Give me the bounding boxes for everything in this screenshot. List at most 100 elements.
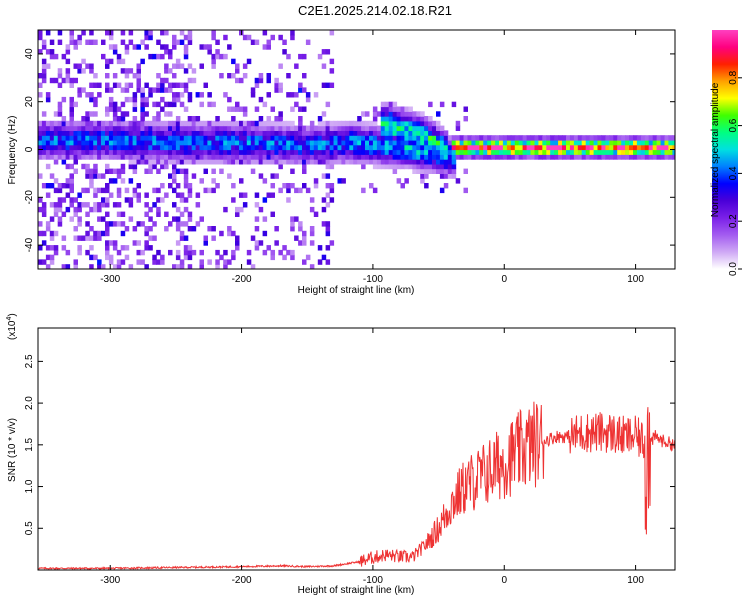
spectrogram-cell [400,111,405,117]
spectrogram-cell [183,254,189,261]
spectrogram-cell [215,135,220,141]
spectrogram-cell [447,159,453,165]
spectrogram-cell [136,63,141,69]
spectrogram-cell [211,168,216,174]
spectrogram-cell [140,249,145,256]
spectrogram-cell [369,120,374,127]
spectrogram-cell [120,135,126,141]
spectrogram-cell [278,154,283,160]
spectrogram-cell [258,139,264,146]
spectrogram-cell [361,125,366,131]
spectrogram-cell [463,154,468,160]
spectrogram-cell [554,135,559,141]
spectrogram-cell [262,125,268,131]
spectrogram-cell [128,216,134,222]
spectrogram-cell [148,206,153,213]
spectrogram-cell [85,130,90,136]
spectrogram-cell [404,135,409,141]
spectrogram-cell [172,202,177,208]
spectrogram-cell [132,139,138,146]
spectrogram-cell [278,34,283,41]
spectrogram-cell [664,149,669,155]
spectrogram-cell [128,82,134,88]
spectrogram-cell [298,144,303,151]
spectrogram-cell [183,82,189,88]
spectrogram-cell [309,226,315,232]
spectrogram-cell [57,73,63,79]
spectrogram-cell [69,139,74,146]
spectrogram-cell [290,216,295,222]
spectrogram-cell [81,130,86,136]
spectrogram-cell [558,144,563,151]
spectrogram-cell [546,135,551,141]
spectrogram-cell [231,125,236,131]
spectrogram-cell [183,53,189,60]
spectrogram-cell [144,154,149,160]
spectrogram-cell [89,264,94,269]
spectrogram-cell [227,226,232,232]
spectrogram-cell [144,264,149,269]
spectrogram-cell [124,68,130,74]
spectrogram-cell [112,101,118,108]
spectrogram-cell [573,135,579,141]
spectrogram-cell [179,192,185,198]
spectrogram-cell [116,173,122,179]
spectrogram-cell [664,144,669,151]
spectrogram-cell [89,206,94,213]
spectrogram-cell [148,53,153,60]
spectrogram-cell [609,139,614,146]
spectrogram-cell [93,168,98,174]
spectrogram-cell [526,139,532,146]
spectrogram-cell [77,139,82,146]
spectrogram-cell [223,159,228,165]
spectrogram-cell [625,139,630,146]
spectrogram-cell [432,168,437,174]
spectrogram-cell [124,120,130,127]
spectrogram-cell [120,39,126,45]
spectrogram-cell [144,202,149,208]
spectrogram-cell [266,44,271,50]
spectrogram-cell [302,259,307,265]
spectrogram-cell [506,139,512,146]
snr-scale-label: (x104) [6,313,18,340]
spectrogram-cell [396,125,402,131]
spectrogram-cell [164,30,169,36]
spectrogram-cell [41,120,47,127]
spectrogram-cell [152,163,157,170]
spectrogram-cell [644,144,650,151]
spectrogram-cell [491,135,496,141]
spectrogram-cell [93,111,98,117]
spectrogram-cell [175,249,181,256]
spectrogram-cell [207,120,212,127]
spectrogram-cell [132,149,138,155]
spectrogram-cell [652,144,658,151]
snr-frame [37,327,676,571]
spectrogram-cell [266,139,271,146]
spectrogram-cell [321,63,327,69]
spectrogram-cell [302,149,307,155]
spectrogram-cell [408,106,413,112]
spectrogram-cell [140,87,145,93]
spectrogram-cell [187,192,193,198]
spectrogram-cell [65,264,71,269]
spectrogram-cell [57,197,63,203]
spectrogram-cell [108,154,114,160]
spectrogram-cell [45,96,51,103]
spectrogram-cell [53,139,59,146]
spectrogram-cell [305,139,311,146]
spectrogram-cell [73,211,78,217]
spectrogram-cell [530,139,535,146]
spectrogram-cell [105,111,110,117]
spectrogram-cell [436,159,441,165]
spectrogram-cell [105,120,110,127]
spectrogram-cell [640,154,646,160]
spectrogram-cell [172,187,177,194]
spectrogram-cell [211,159,216,165]
spectrogram-cell [239,192,244,198]
spectrogram-cell [69,183,74,189]
spectrogram-cell [668,139,673,146]
spectrogram-cell [353,130,358,136]
spectrogram-cell [148,216,153,222]
spectrogram-cell [266,125,271,131]
spectrogram-cell [309,120,315,127]
